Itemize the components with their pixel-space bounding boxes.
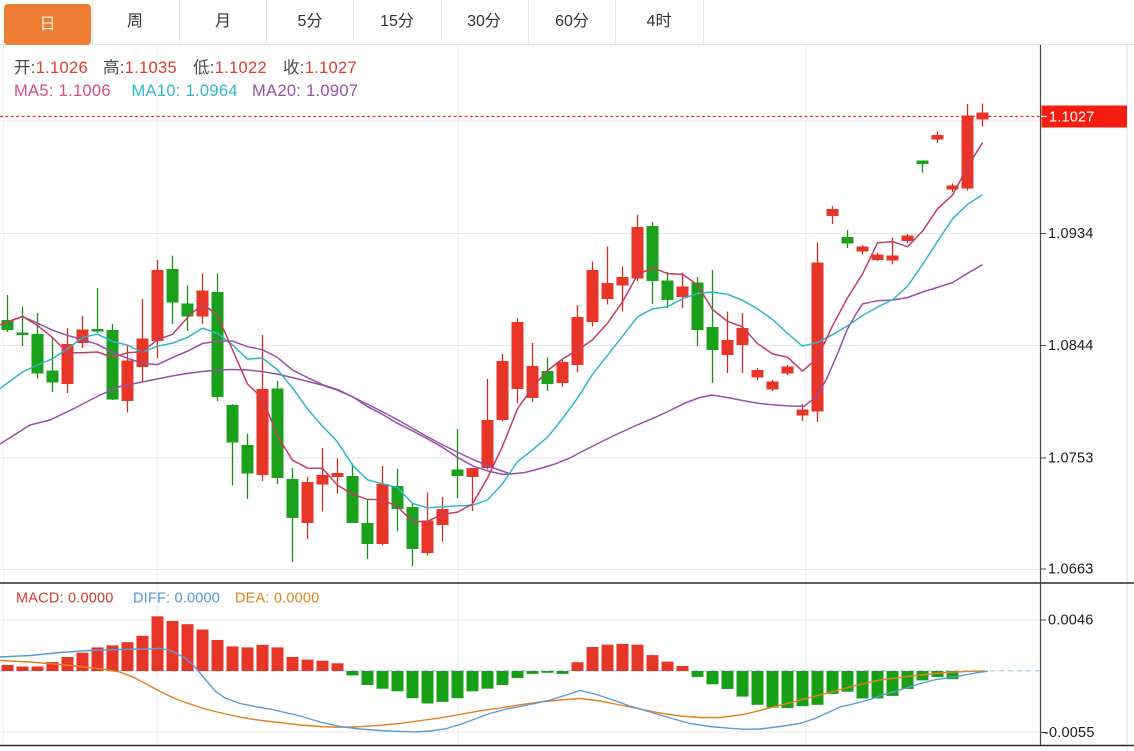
svg-text:1.1027: 1.1027	[1049, 110, 1095, 126]
svg-text:1.0844: 1.0844	[1048, 338, 1094, 354]
svg-text:-0.0055: -0.0055	[1044, 725, 1095, 741]
svg-text:1.0934: 1.0934	[1048, 226, 1094, 242]
svg-text:1.0663: 1.0663	[1048, 562, 1094, 578]
svg-text:0.0046: 0.0046	[1048, 613, 1094, 629]
svg-text:1.0753: 1.0753	[1048, 451, 1094, 467]
